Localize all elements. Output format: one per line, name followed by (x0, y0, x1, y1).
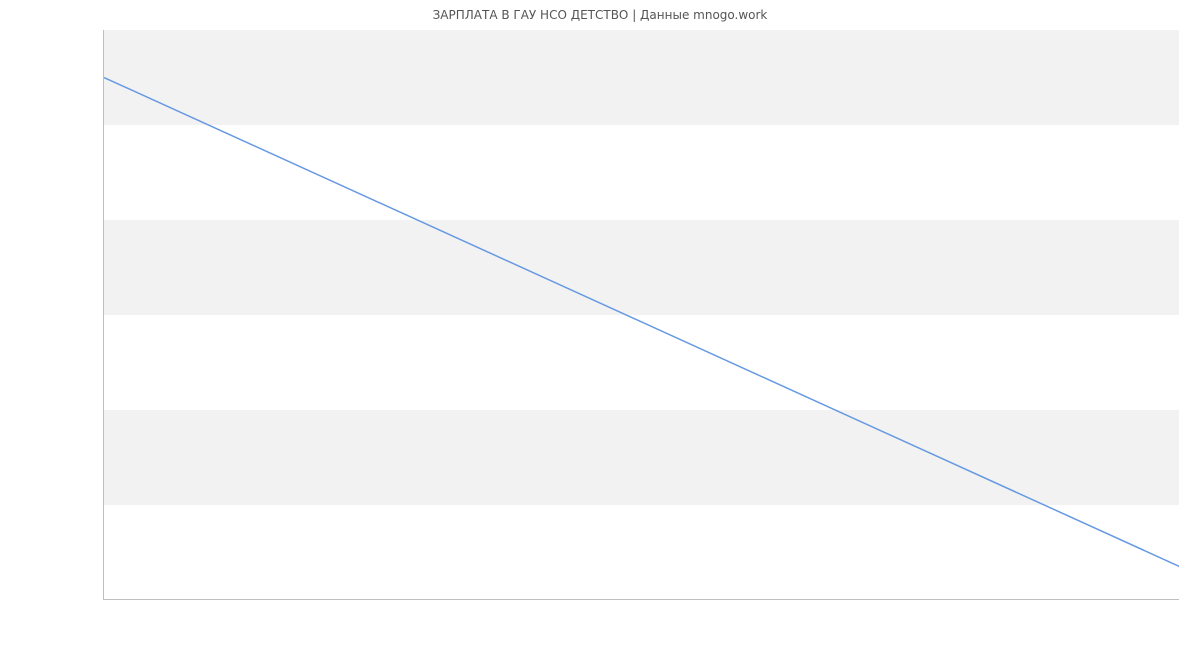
salary-line-chart: ЗАРПЛАТА В ГАУ НСО ДЕТСТВО | Данные mnog… (0, 0, 1200, 650)
series-salary (104, 78, 1179, 567)
y-tick-mark (103, 600, 104, 601)
x-tick-mark (104, 599, 105, 600)
series-line (104, 30, 1179, 600)
chart-title: ЗАРПЛАТА В ГАУ НСО ДЕТСТВО | Данные mnog… (0, 8, 1200, 22)
plot-area: 4200044000460004800050000520005400020232… (103, 30, 1179, 600)
